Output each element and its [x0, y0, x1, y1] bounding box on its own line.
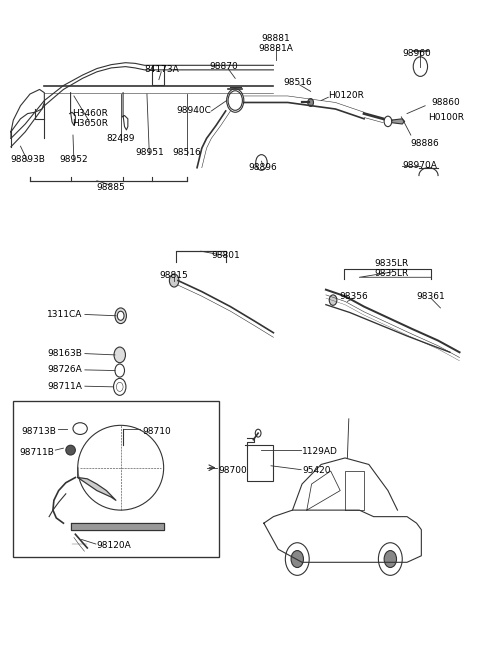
- Text: 98361: 98361: [417, 291, 445, 301]
- Text: 98700: 98700: [218, 466, 247, 476]
- Polygon shape: [78, 468, 116, 500]
- Text: 9835LR
9835LR: 9835LR 9835LR: [374, 259, 409, 278]
- Circle shape: [169, 274, 179, 287]
- Text: 98960: 98960: [402, 49, 431, 58]
- Text: 98870: 98870: [209, 62, 238, 71]
- Circle shape: [114, 379, 126, 396]
- Text: 98860: 98860: [431, 98, 460, 107]
- Text: 98710: 98710: [142, 427, 171, 436]
- Circle shape: [230, 94, 240, 107]
- Bar: [13, 401, 218, 557]
- Circle shape: [285, 543, 309, 575]
- Circle shape: [117, 311, 124, 320]
- Text: 98881
98881A: 98881 98881A: [258, 34, 293, 54]
- Text: 98356: 98356: [339, 291, 368, 301]
- Ellipse shape: [78, 425, 164, 510]
- Circle shape: [413, 57, 428, 77]
- Text: 98516: 98516: [283, 79, 312, 87]
- Text: H3460R
H3650R: H3460R H3650R: [72, 109, 108, 128]
- Text: 98951: 98951: [135, 148, 164, 157]
- Text: 95420: 95420: [302, 466, 331, 476]
- Circle shape: [291, 551, 303, 567]
- Text: 1311CA: 1311CA: [47, 310, 83, 319]
- Text: 98815: 98815: [160, 271, 189, 280]
- Polygon shape: [71, 523, 164, 530]
- Circle shape: [116, 383, 123, 392]
- Text: 98940C: 98940C: [177, 107, 211, 115]
- Circle shape: [114, 347, 125, 363]
- Text: 98726A: 98726A: [48, 365, 83, 375]
- Circle shape: [378, 543, 402, 575]
- Text: 82489: 82489: [107, 134, 135, 143]
- Text: 98885: 98885: [97, 183, 126, 192]
- Text: 98893B: 98893B: [10, 155, 45, 164]
- Circle shape: [255, 429, 261, 437]
- Circle shape: [228, 91, 242, 110]
- Circle shape: [384, 116, 392, 126]
- Text: 1129AD: 1129AD: [302, 447, 338, 456]
- Text: 98886: 98886: [411, 139, 440, 148]
- Bar: [247, 445, 274, 481]
- Circle shape: [227, 89, 244, 112]
- Circle shape: [384, 551, 396, 567]
- Text: H0120R: H0120R: [328, 92, 364, 100]
- Text: 98713B: 98713B: [22, 427, 56, 436]
- Circle shape: [115, 308, 126, 324]
- Text: 98801: 98801: [211, 252, 240, 260]
- Text: 98970A: 98970A: [402, 161, 437, 170]
- Circle shape: [115, 364, 124, 377]
- Text: 84173A: 84173A: [144, 66, 179, 75]
- Circle shape: [256, 155, 267, 170]
- Text: 98711A: 98711A: [48, 382, 83, 390]
- Ellipse shape: [66, 445, 75, 455]
- Ellipse shape: [73, 422, 87, 434]
- Text: 98896: 98896: [249, 163, 277, 172]
- Text: 98516: 98516: [172, 148, 201, 157]
- Text: 98711B: 98711B: [19, 448, 54, 457]
- Circle shape: [329, 295, 337, 305]
- Text: 98120A: 98120A: [97, 542, 132, 550]
- Circle shape: [308, 98, 313, 106]
- Text: H0100R: H0100R: [429, 113, 465, 122]
- Bar: [152, 66, 164, 85]
- Text: 98163B: 98163B: [48, 349, 83, 358]
- Polygon shape: [392, 119, 405, 124]
- Text: 98952: 98952: [60, 155, 88, 164]
